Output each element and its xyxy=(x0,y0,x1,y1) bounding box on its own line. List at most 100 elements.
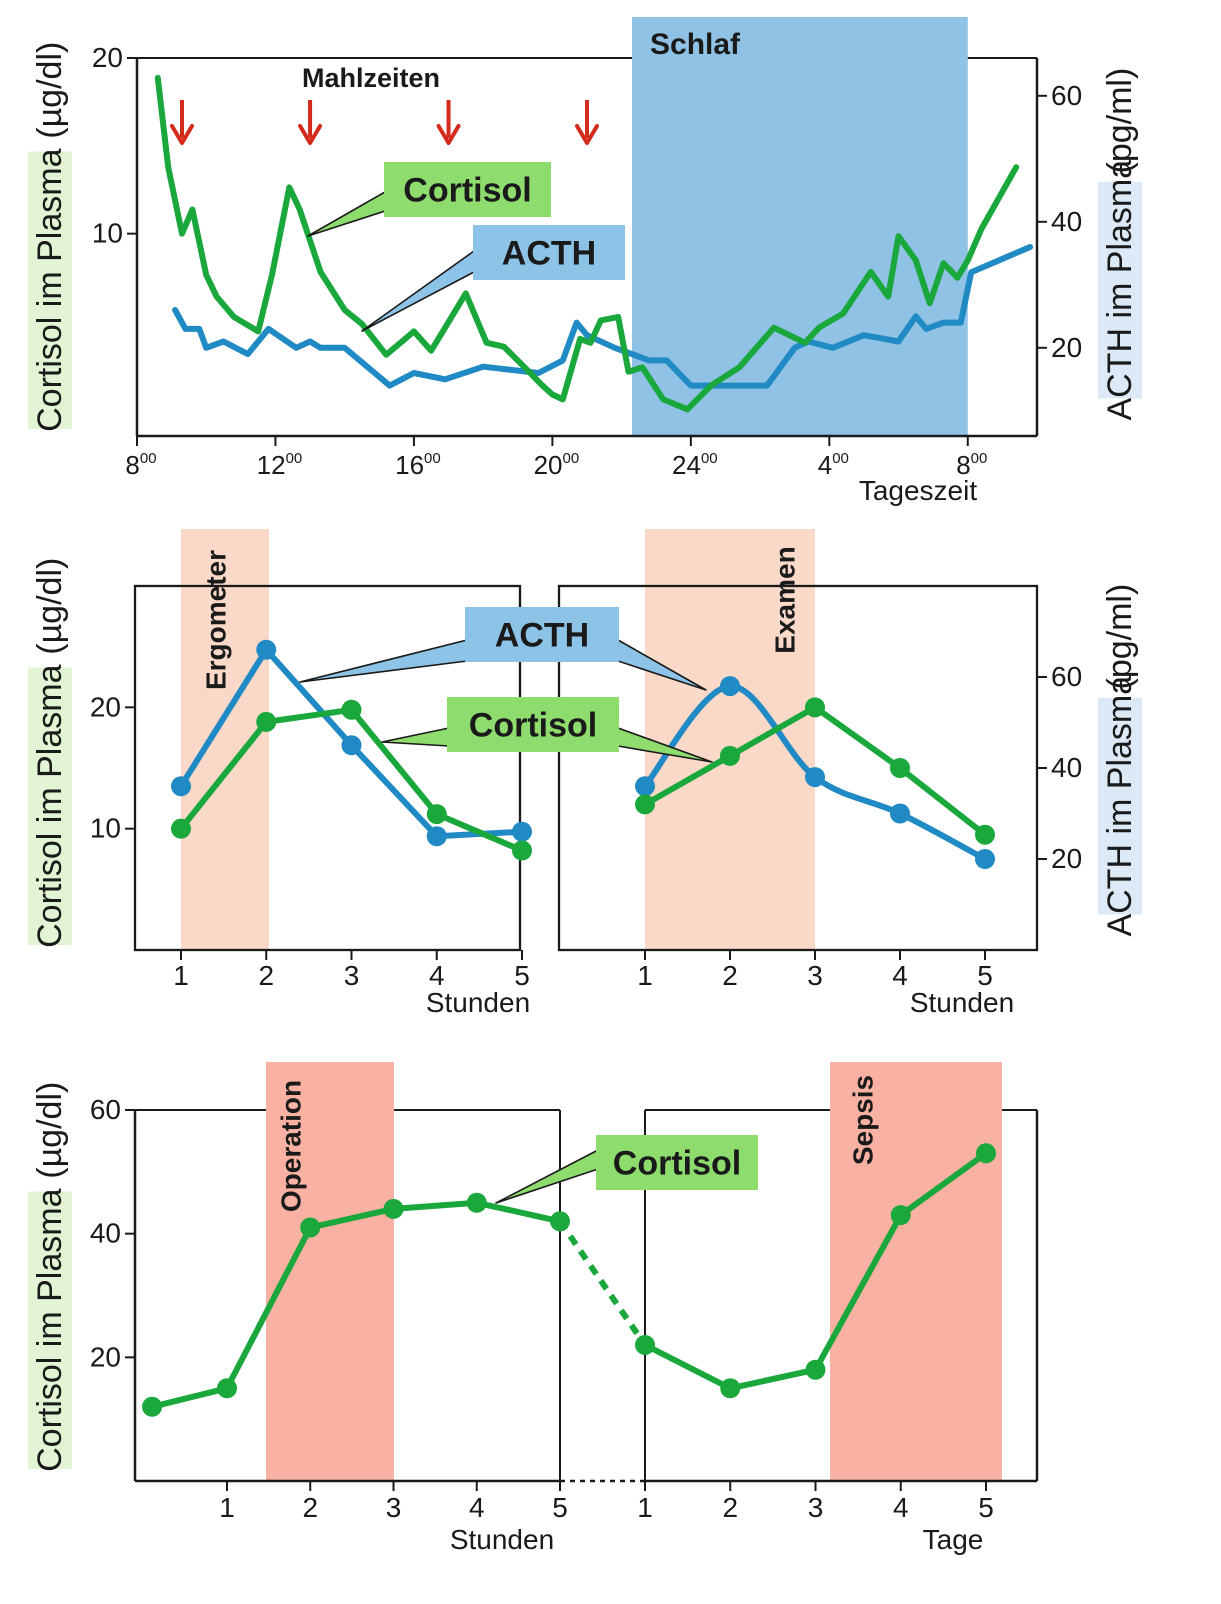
p2-x-tick-label: 5 xyxy=(514,960,530,991)
acth-leader xyxy=(361,250,475,332)
cortisol-ergometer-point xyxy=(256,711,277,732)
cortisol-examen-point xyxy=(805,697,825,718)
cortisol-sepsis-point xyxy=(635,1334,655,1355)
cortisol-sepsis-point xyxy=(805,1359,826,1380)
red-down-arrow-icon xyxy=(298,124,323,145)
cortisol-callout-box xyxy=(384,162,551,217)
p3-x-tick-label-left: 5 xyxy=(552,1492,568,1523)
p3-x-tick-label-right: 2 xyxy=(722,1492,738,1523)
p1-left-tick-label: 10 xyxy=(92,218,123,249)
cortisol-leader xyxy=(307,191,386,237)
acth-examen-point xyxy=(805,767,825,788)
p1-x-tick-label: 800 xyxy=(125,450,156,480)
p3-x-tick-label-left: 1 xyxy=(219,1492,235,1523)
p2-right-axis-label-title: ACTH im Plasma xyxy=(1101,676,1139,937)
series-acth-line xyxy=(172,244,1034,389)
p2-right-axis-label-unit: (pg/ml) xyxy=(1101,584,1139,690)
p3-left-x-axis-label: Stunden xyxy=(450,1524,554,1555)
p3-x-tick-label-left: 3 xyxy=(386,1492,402,1523)
sleep-band xyxy=(632,17,968,436)
p1-x-tick-label: 2400 xyxy=(672,450,718,480)
sepsis-label: Sepsis xyxy=(848,1075,879,1165)
cortisol-examen-point xyxy=(975,824,995,845)
p3-x-tick-label-right: 3 xyxy=(808,1492,824,1523)
red-down-arrow-icon xyxy=(170,124,194,145)
p1-x-tick-label: 400 xyxy=(818,450,849,480)
cortisol-sepsis-point xyxy=(720,1378,741,1399)
p3-left-tick-label: 40 xyxy=(90,1218,121,1249)
p2-left-tick-label: 20 xyxy=(90,691,121,722)
p2-x-tick-label: 5 xyxy=(977,960,993,991)
cortisol-examen-point xyxy=(890,758,910,778)
p1-x-tick-label: 1600 xyxy=(395,450,441,480)
p3-x-tick-label-left: 2 xyxy=(302,1492,318,1523)
p1-right-axis-label-bg xyxy=(1098,181,1142,399)
p1-x-axis-label: Tageszeit xyxy=(859,475,978,506)
cortisol-operation-point xyxy=(383,1198,404,1219)
acth-callout-label: ACTH xyxy=(502,235,596,273)
p2-left-tick-label: 10 xyxy=(90,813,121,844)
p2-x-tick-label: 3 xyxy=(807,960,823,991)
p1-left-axis-label-unit: (µg/dl) xyxy=(31,42,69,139)
cortisol-sepsis-point xyxy=(976,1143,996,1164)
p3-x-tick-label-right: 1 xyxy=(637,1492,653,1523)
p3-left-tick-label: 20 xyxy=(90,1341,121,1372)
p3-right-x-axis-label: Tage xyxy=(923,1524,984,1555)
p1-x-tick-label: 800 xyxy=(956,450,987,480)
acth-examen-point xyxy=(890,803,910,824)
acth-examen-point xyxy=(720,676,740,697)
series-cortisol-connector xyxy=(557,1219,648,1347)
p1-x-tick-label: 1200 xyxy=(257,450,303,480)
p2-right-tick-label: 60 xyxy=(1051,661,1082,692)
p1-left-axis-label-title: Cortisol im Plasma xyxy=(31,148,69,431)
p1-left-tick-label: 20 xyxy=(92,42,123,73)
p2-right-axis-label-bg xyxy=(1098,697,1142,915)
p1-right-tick-label: 60 xyxy=(1051,80,1082,111)
p3-x-tick-label-right: 4 xyxy=(893,1492,909,1523)
p2-x-tick-label: 2 xyxy=(722,960,738,991)
acth-ergometer-point xyxy=(171,776,191,797)
cortisol-operation-point xyxy=(300,1217,321,1238)
p3-x-tick-label-right: 5 xyxy=(978,1492,994,1523)
p1-x-tick-label: 2000 xyxy=(534,450,580,480)
cortisol-examen-point xyxy=(635,794,655,815)
acth-ergometer-point xyxy=(426,826,447,847)
operation-label: Operation xyxy=(276,1080,307,1212)
acth-callout-2-label: ACTH xyxy=(495,617,589,655)
cortisol-sepsis-point xyxy=(890,1205,911,1226)
p1-left-axis-label-bg xyxy=(28,151,72,429)
p3-left-axis-label-unit: (µg/dl) xyxy=(31,1082,69,1179)
p2-x-tick-label: 4 xyxy=(892,960,908,991)
cortisol-operation-point xyxy=(142,1396,163,1417)
cortisol-callout-2-box xyxy=(447,697,619,752)
cortisol-callout-2-label: Cortisol xyxy=(469,707,597,745)
p2-x-tick-label: 1 xyxy=(637,960,653,991)
cortisol-operation-point xyxy=(466,1192,487,1213)
cortisol-ergometer-point xyxy=(341,699,362,720)
acth-examen-point xyxy=(635,776,655,797)
p3-left-tick-label: 60 xyxy=(90,1094,121,1125)
cortisol-ergometer-point xyxy=(512,840,532,861)
acth-ergometer-point xyxy=(341,735,362,756)
p2-right-tick-label: 40 xyxy=(1051,752,1082,783)
acth-examen-point xyxy=(975,849,995,869)
p1-right-axis-label-title: ACTH im Plasma xyxy=(1101,160,1139,421)
cortisol-operation-point xyxy=(217,1378,237,1399)
p2-x-tick-label: 1 xyxy=(173,960,189,991)
examen-label: Examen xyxy=(770,546,801,653)
acth-ergometer-point xyxy=(512,821,532,842)
p2-x-tick-label: 2 xyxy=(258,960,274,991)
ergometer-label: Ergometer xyxy=(201,550,232,690)
p1-right-tick-label: 20 xyxy=(1051,332,1082,363)
p2-left-axis-label-unit: (µg/dl) xyxy=(31,558,69,655)
cortisol-callout-3-box xyxy=(596,1135,758,1190)
p3-x-tick-label-left: 4 xyxy=(469,1492,485,1523)
red-down-arrow-icon xyxy=(436,124,461,145)
p1-right-axis-label-unit: (pg/ml) xyxy=(1101,68,1139,174)
acth-callout-2-box xyxy=(465,607,619,662)
p2-left-x-axis-label: Stunden xyxy=(426,987,530,1018)
cortisol-leader-3 xyxy=(495,1149,599,1204)
p3-left-axis-label-title: Cortisol im Plasma xyxy=(31,1188,69,1471)
sleep-label: Schlaf xyxy=(650,28,741,61)
